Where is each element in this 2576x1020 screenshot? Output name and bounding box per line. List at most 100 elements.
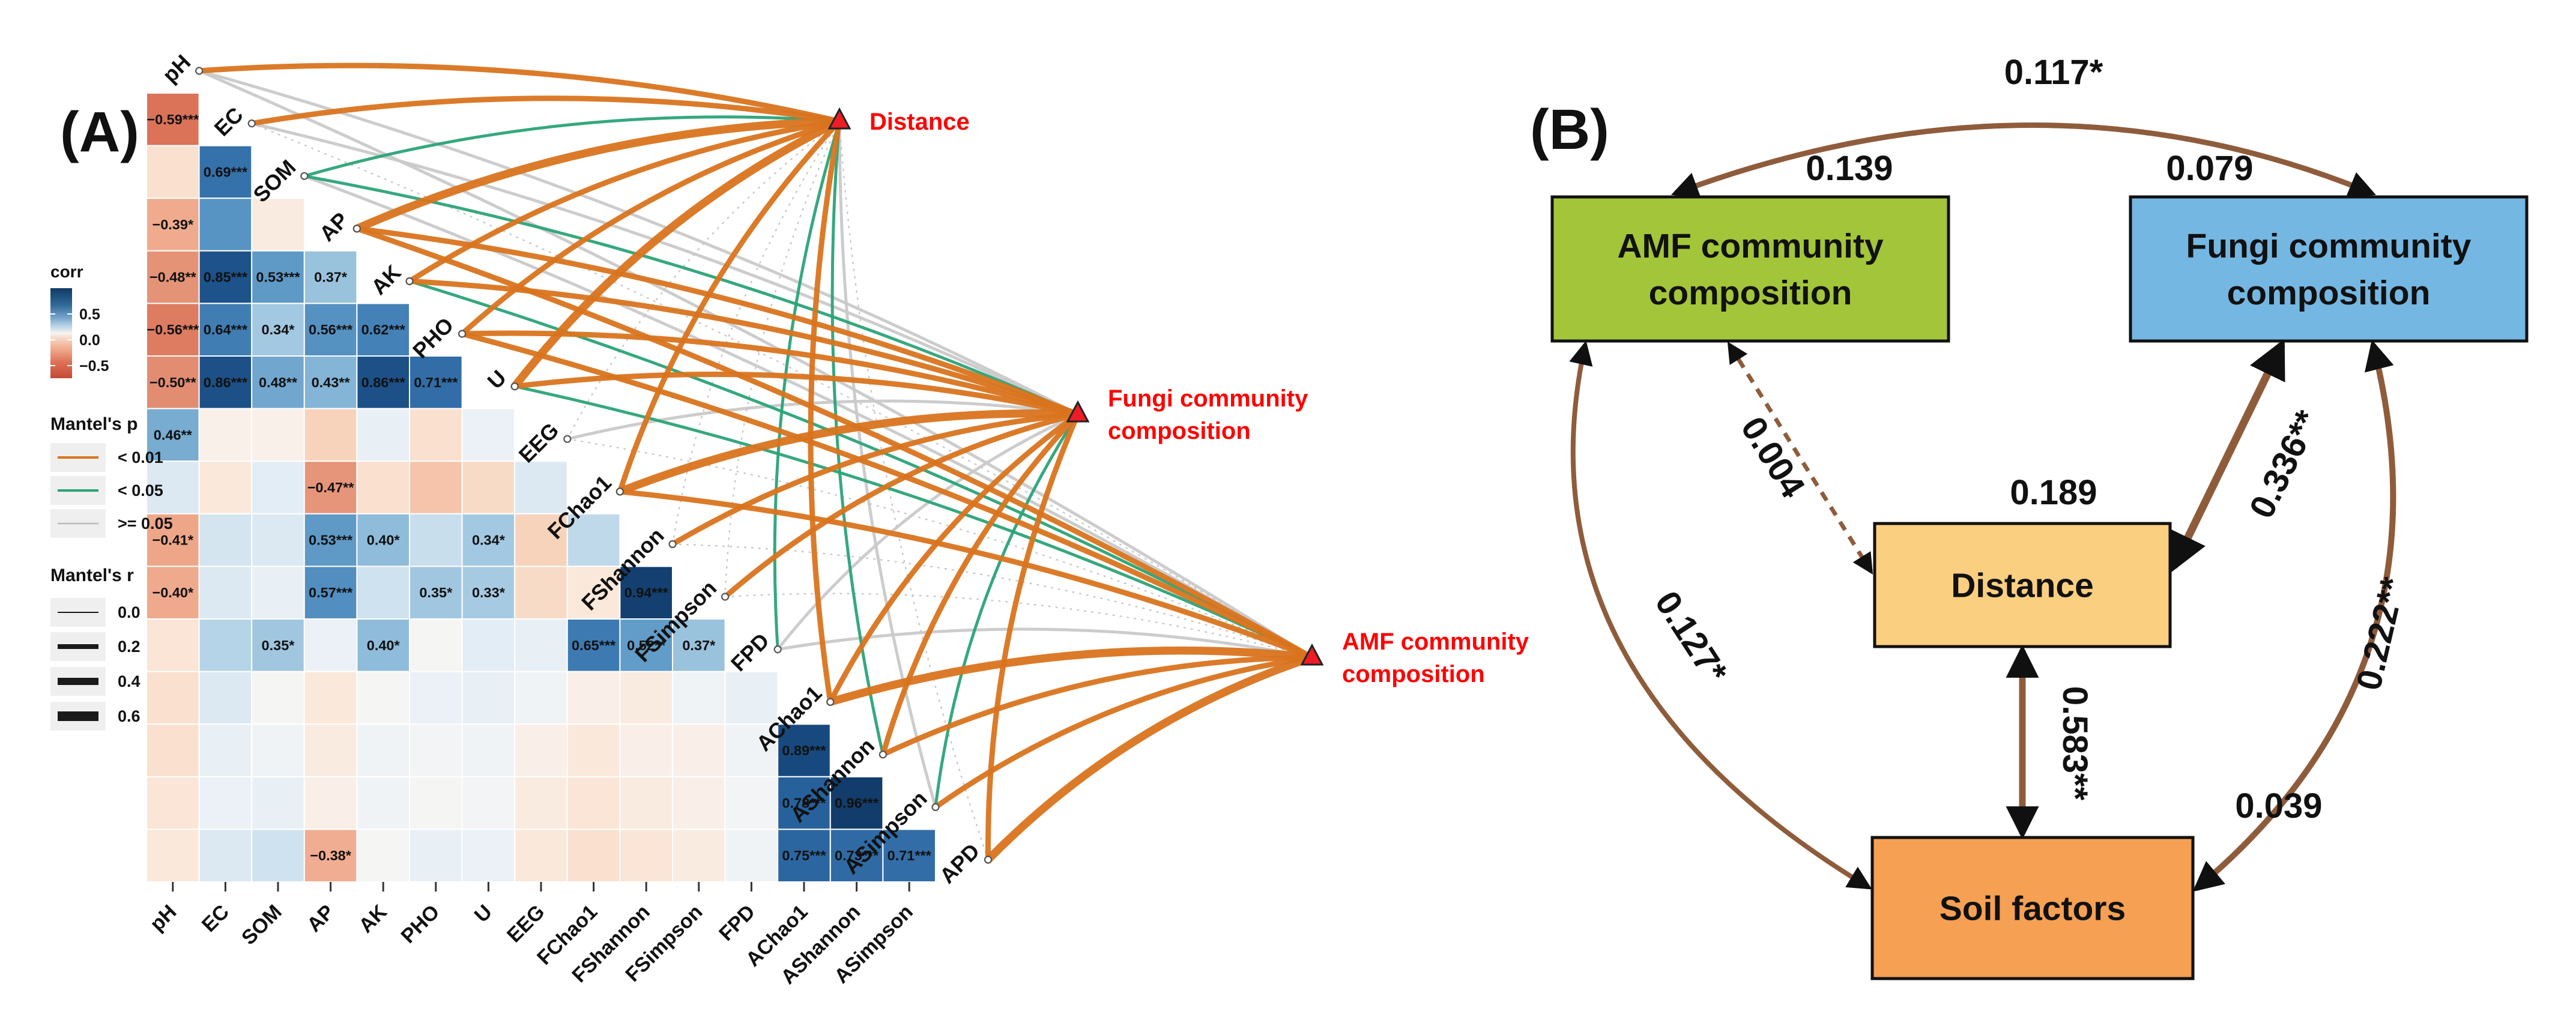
cell-value: 0.56***: [309, 322, 353, 337]
cell-value: 0.35*: [262, 638, 295, 653]
x-tick-label: AP: [303, 901, 339, 937]
heatmap-cell: [198, 408, 253, 462]
cell-value: 0.33*: [472, 585, 506, 600]
diagonal-dot-AChao1: [826, 698, 835, 706]
heatmap-cell: [566, 723, 621, 777]
mantel-edge-pH-amf: [198, 69, 1314, 659]
cell-value: 0.78***: [782, 795, 826, 811]
heatmap-cell: [251, 355, 305, 409]
mantel-edge-AChao1-amf: [826, 646, 1316, 706]
mantel-edge-pH-distance: [196, 62, 842, 124]
heatmap-cell: [566, 566, 621, 620]
mantel-edge-U-amf: [513, 385, 1314, 659]
cell-value: −0.47**: [307, 480, 355, 495]
heatmap-cell: [672, 671, 726, 725]
diagonal-dot-U: [510, 382, 519, 391]
path-coefficient-amf-distance: 0.004: [1734, 410, 1813, 505]
heatmap-cell: [672, 618, 726, 672]
mantel-edge-FSimpson-fungi: [722, 411, 1081, 600]
heatmap-cell: [409, 513, 463, 567]
x-tick-label: SOM: [237, 901, 286, 950]
heatmap-cell: [303, 776, 358, 830]
heatmap-cell: [724, 671, 779, 725]
mantel-edge-AShannon-amf: [880, 654, 1315, 758]
mantel-r-item-label: 0.6: [118, 707, 141, 725]
cell-value: 0.94***: [624, 585, 669, 600]
corr-colorbar: [50, 288, 72, 378]
diagonal-dot-AK: [405, 277, 414, 285]
heatmap-cell: [461, 828, 516, 883]
heatmap-cell: [829, 776, 884, 830]
cell-value: 0.71***: [414, 375, 458, 390]
heatmap-cell: [619, 776, 674, 830]
diagonal-dot-SOM: [300, 172, 309, 180]
diagonal-label-U: U: [482, 365, 510, 393]
diagonal-label-AK: AK: [366, 260, 406, 300]
cell-value: −0.48**: [150, 270, 197, 285]
heatmap-cell: [356, 776, 411, 830]
colorbar-tick-label: −0.5: [79, 358, 109, 375]
heatmap-cell: [251, 408, 305, 462]
diagonal-label-FPD: FPD: [726, 628, 774, 676]
sem-box-soil: [1870, 836, 2195, 980]
heatmap-cell: [777, 828, 831, 883]
heatmap-cell: [409, 828, 463, 883]
mantel-edge-EEG-fungi: [566, 399, 1080, 441]
sem-box-label-amf: AMF community: [1617, 227, 1884, 265]
heatmap-cell: [619, 723, 674, 777]
mantel-edge-AShannon-fungi: [880, 411, 1081, 758]
sem-box-amf: [1550, 195, 1950, 343]
mantel-edge-FShannon-fungi: [670, 411, 1081, 547]
mantel-edge-SOM-distance: [303, 115, 841, 178]
sem-box-label-amf: composition: [1649, 274, 1852, 312]
heatmap-cell: [303, 303, 358, 357]
mantel-edge-PHO-distance: [459, 118, 842, 337]
mantel-edge-AK-distance: [407, 118, 842, 284]
colorbar-tick-label: 0.5: [79, 306, 100, 323]
heatmap-cell: [409, 776, 463, 830]
r2-value-amf: 0.139: [1806, 149, 1893, 188]
heatmap-cell: [409, 618, 463, 672]
mantel-edge-AP-fungi: [354, 226, 1081, 417]
mantel-edge-FPD-distance: [773, 119, 841, 651]
x-tick-label: pH: [146, 901, 181, 936]
node-label-amf: composition: [1342, 661, 1485, 687]
heatmap-cell: [198, 776, 253, 830]
heatmap-cell: [251, 566, 305, 620]
x-tick-label: AK: [354, 900, 392, 937]
heatmap-cell: [619, 671, 674, 725]
cell-value: 0.65***: [572, 638, 616, 653]
cell-value: 0.73***: [835, 848, 879, 863]
heatmap-cell: [672, 828, 726, 883]
heatmap-cell: [461, 776, 516, 830]
mantel-edge-PHO-amf: [459, 331, 1315, 660]
diagonal-dot-APD: [984, 856, 993, 864]
heatmap-cell: [251, 828, 305, 883]
sem-path-fungi-soil: [2192, 339, 2396, 892]
heatmap-cell: [198, 671, 253, 725]
heatmap-cell: [251, 776, 305, 830]
heatmap-cell: [829, 828, 884, 883]
sem-box-label-distance: Distance: [1951, 567, 2094, 605]
heatmap-cell: [356, 408, 411, 462]
heatmap-cell: [356, 671, 411, 725]
panel-a-letter: (A): [60, 100, 139, 164]
heatmap-cell: [461, 723, 516, 777]
heatmap-cell: [146, 355, 200, 409]
heatmap-cell: [461, 513, 516, 567]
diagonal-dot-EEG: [563, 435, 572, 443]
heatmap-cell: [303, 250, 358, 304]
r2-value-fungi: 0.079: [2166, 149, 2253, 188]
mantel-edge-U-fungi: [512, 371, 1081, 417]
cell-value: 0.96***: [835, 795, 879, 811]
heatmap-cell: [619, 566, 674, 620]
mantel-edge-ASimpson-distance: [838, 119, 937, 809]
sem-path-amf-fungi: [1670, 122, 2376, 199]
mantel-edge-AP-amf: [354, 226, 1315, 660]
heatmap-cell: [566, 776, 621, 830]
heatmap-cell: [514, 776, 568, 830]
x-axis: pH EC SOM AP AK PHO U EEGFChao1FShannonFSimpson…: [146, 882, 918, 989]
heatmap-cell: [146, 513, 200, 567]
cell-value: −0.40*: [152, 585, 193, 600]
legend: corr 0.5 0.0 −0.5 Mantel's p < 0.01 < 0.05 >= 0…: [50, 262, 173, 731]
